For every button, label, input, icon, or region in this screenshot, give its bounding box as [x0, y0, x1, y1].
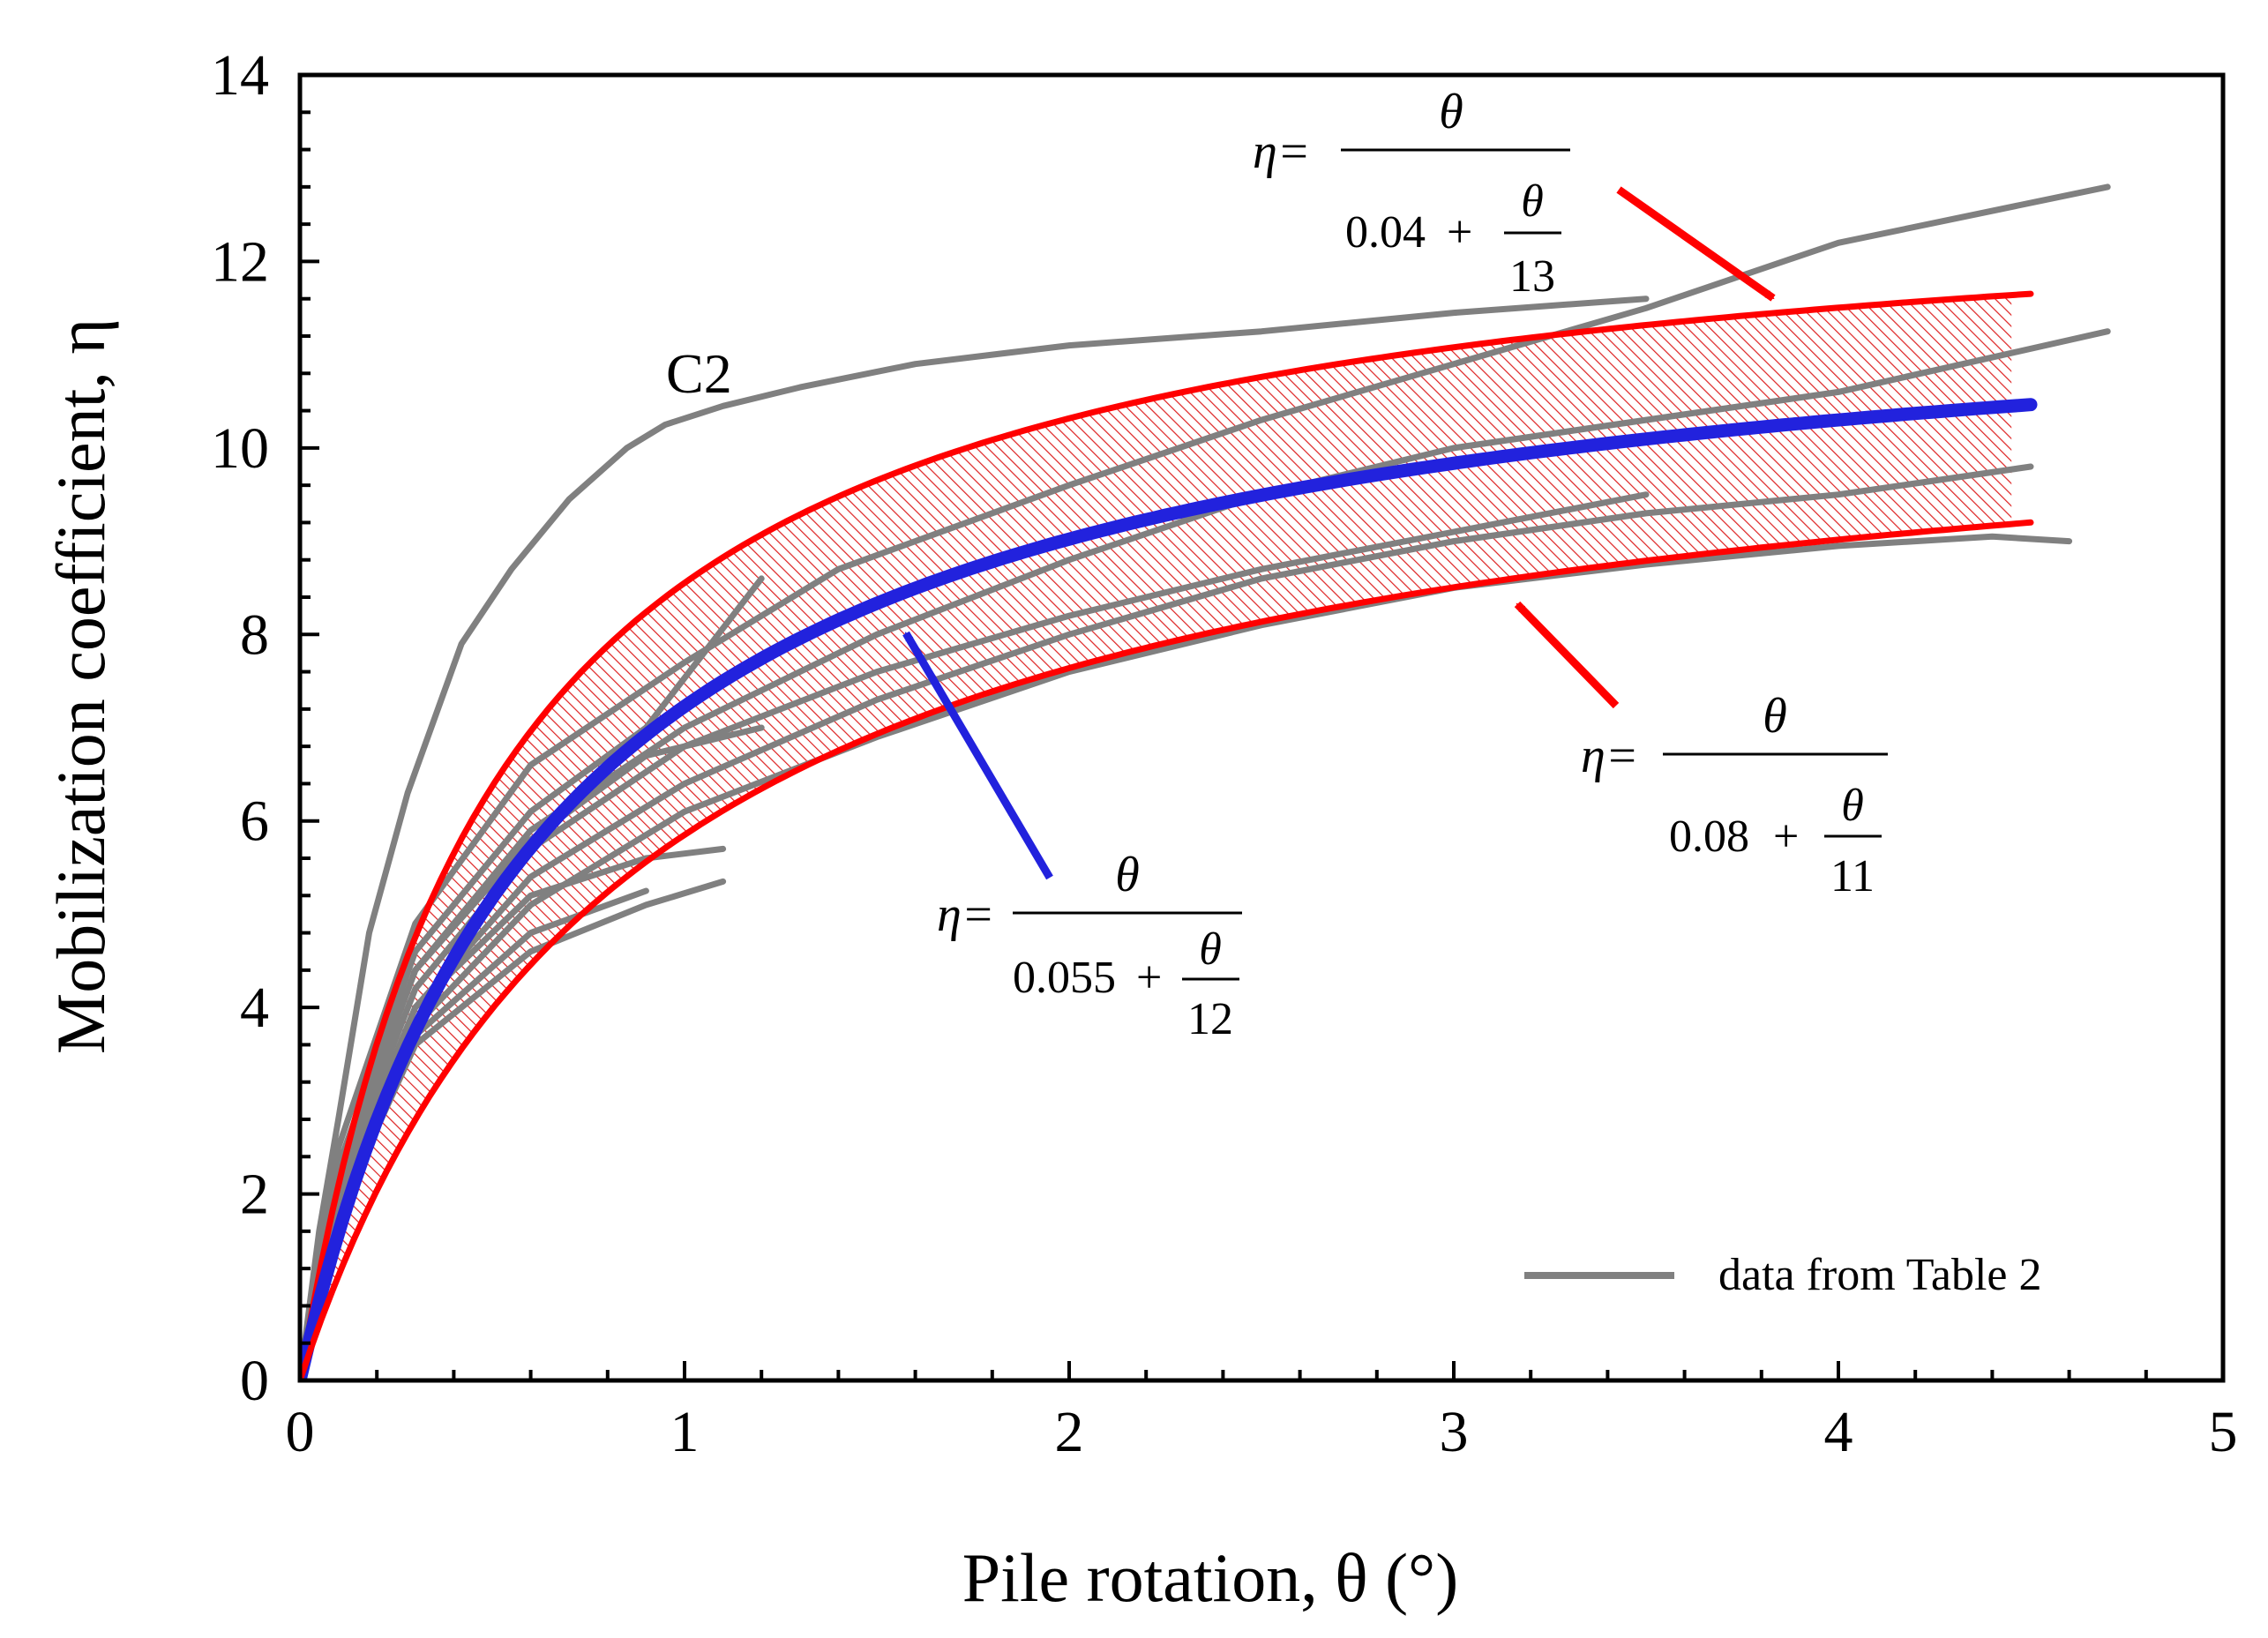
eq-upper-numerator: θ	[1439, 85, 1463, 139]
y-tick-label: 4	[240, 976, 269, 1040]
series-line-c2	[300, 295, 1650, 1380]
mean-curve	[300, 398, 2038, 1380]
eq-mean-plus: +	[1136, 953, 1162, 1003]
x-tick-label: 0	[286, 1400, 315, 1464]
arrow-lower-bound	[1514, 601, 1620, 709]
eq-lower-constant: 0.08	[1669, 812, 1749, 862]
eq-lower-inner-denominator: 11	[1830, 851, 1875, 901]
y-tick-label: 2	[240, 1163, 269, 1227]
x-tick-label: 4	[1824, 1400, 1853, 1464]
arrow-upper-bound	[1616, 186, 1776, 302]
eq-lower-numerator: θ	[1763, 689, 1787, 744]
eq-lower-lhs: η=	[1581, 729, 1639, 783]
eq-mean-lhs: η=	[937, 887, 995, 942]
eq-mean-inner-denominator: 12	[1187, 994, 1233, 1044]
x-tick-label: 5	[2209, 1400, 2238, 1464]
lower-bound-curve	[300, 519, 2034, 1380]
eq-lower-plus: +	[1773, 812, 1799, 862]
eq-lower-inner-numerator: θ	[1841, 781, 1864, 831]
y-tick-label: 0	[240, 1349, 269, 1413]
legend-label-data: data from Table 2	[1718, 1250, 2042, 1300]
equation-mean: η= θ 0.055 + θ 12	[937, 848, 1242, 1044]
eq-mean-inner-numerator: θ	[1199, 924, 1222, 975]
plot-frame	[297, 72, 2226, 1383]
y-tick-label: 6	[240, 789, 269, 854]
series-line-data-1	[300, 183, 2111, 1380]
fitted-curves-layer	[300, 290, 2038, 1380]
x-axis-title: Pile rotation, θ (°)	[962, 1539, 1458, 1616]
y-tick-label: 12	[211, 229, 269, 294]
eq-upper-inner-denominator: 13	[1509, 251, 1555, 302]
y-tick-label: 10	[211, 416, 269, 481]
x-tick-label: 2	[1055, 1400, 1084, 1464]
x-tick-label: 3	[1440, 1400, 1469, 1464]
arrow-mean	[902, 631, 1053, 880]
upper-bound-curve	[300, 290, 2034, 1380]
equation-upper-bound: η= θ 0.04 + θ 13	[1253, 85, 1570, 302]
eq-mean-numerator: θ	[1115, 848, 1140, 902]
eq-upper-constant: 0.04	[1345, 207, 1426, 258]
series-line-data-5	[300, 491, 1650, 1380]
eq-mean-constant: 0.055	[1013, 953, 1116, 1003]
y-tick-label: 8	[240, 602, 269, 667]
eq-upper-inner-numerator: θ	[1521, 176, 1544, 227]
legend: data from Table 2	[1524, 1250, 2042, 1300]
y-axis-title: Mobilization coefficient, η	[42, 318, 119, 1054]
x-tick-label: 1	[670, 1400, 700, 1464]
y-tick-label: 14	[211, 43, 269, 108]
eq-upper-lhs: η=	[1253, 124, 1311, 179]
eq-upper-plus: +	[1447, 207, 1472, 258]
annotation-c2: C2	[666, 342, 732, 405]
equation-lower-bound: η= θ 0.08 + θ 11	[1581, 689, 1888, 901]
